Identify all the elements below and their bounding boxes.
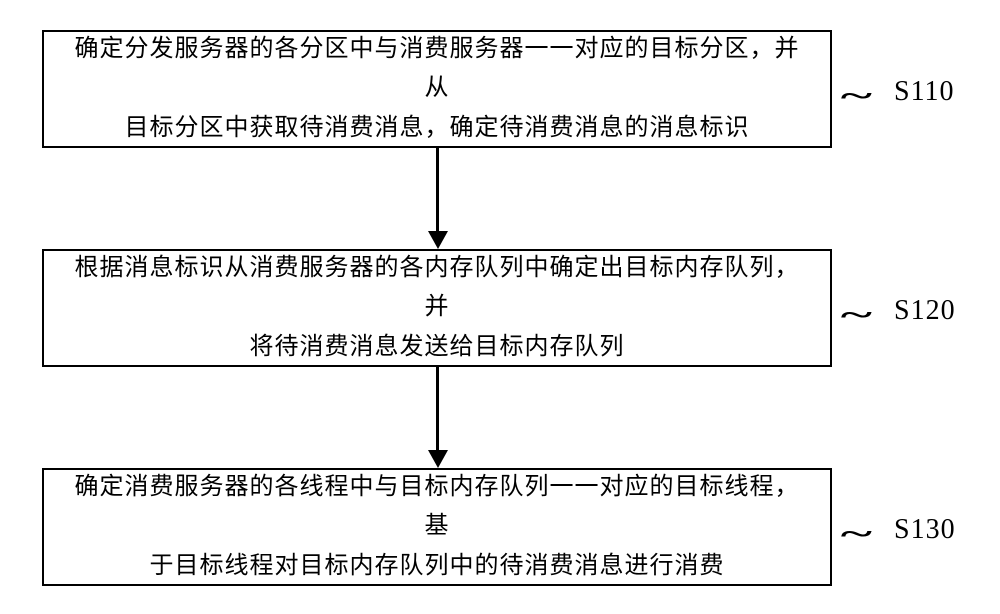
arrow-line-2 [436, 367, 439, 450]
arrow-line-1 [436, 148, 439, 231]
step-label-s130: S130 [894, 514, 956, 546]
arrow-head-1 [428, 231, 448, 249]
step-text-s130: 确定消费服务器的各线程中与目标内存队列一一对应的目标线程，基 于目标线程对目标内… [68, 468, 806, 587]
connector-tilde-s130: ~ [841, 517, 872, 550]
step-label-s110: S110 [894, 76, 955, 108]
connector-tilde-s110: ~ [841, 79, 872, 112]
step-s130-line2: 于目标线程对目标内存队列中的待消费消息进行消费 [150, 553, 725, 579]
step-box-s130: 确定消费服务器的各线程中与目标内存队列一一对应的目标线程，基 于目标线程对目标内… [42, 468, 832, 586]
step-s130-line1: 确定消费服务器的各线程中与目标内存队列一一对应的目标线程，基 [75, 474, 800, 540]
flowchart-canvas: 确定分发服务器的各分区中与消费服务器一一对应的目标分区，并从 目标分区中获取待消… [0, 0, 1000, 614]
step-text-s120: 根据消息标识从消费服务器的各内存队列中确定出目标内存队列，并 将待消费消息发送给… [68, 249, 806, 368]
step-box-s110: 确定分发服务器的各分区中与消费服务器一一对应的目标分区，并从 目标分区中获取待消… [42, 30, 832, 148]
arrow-head-2 [428, 450, 448, 468]
connector-tilde-s120: ~ [841, 298, 872, 331]
step-s110-line2: 目标分区中获取待消费消息，确定待消费消息的消息标识 [125, 115, 750, 141]
step-s110-line1: 确定分发服务器的各分区中与消费服务器一一对应的目标分区，并从 [75, 36, 800, 102]
step-box-s120: 根据消息标识从消费服务器的各内存队列中确定出目标内存队列，并 将待消费消息发送给… [42, 249, 832, 367]
step-s120-line2: 将待消费消息发送给目标内存队列 [250, 334, 625, 360]
step-s120-line1: 根据消息标识从消费服务器的各内存队列中确定出目标内存队列，并 [75, 255, 800, 321]
step-text-s110: 确定分发服务器的各分区中与消费服务器一一对应的目标分区，并从 目标分区中获取待消… [68, 30, 806, 149]
step-label-s120: S120 [894, 295, 956, 327]
